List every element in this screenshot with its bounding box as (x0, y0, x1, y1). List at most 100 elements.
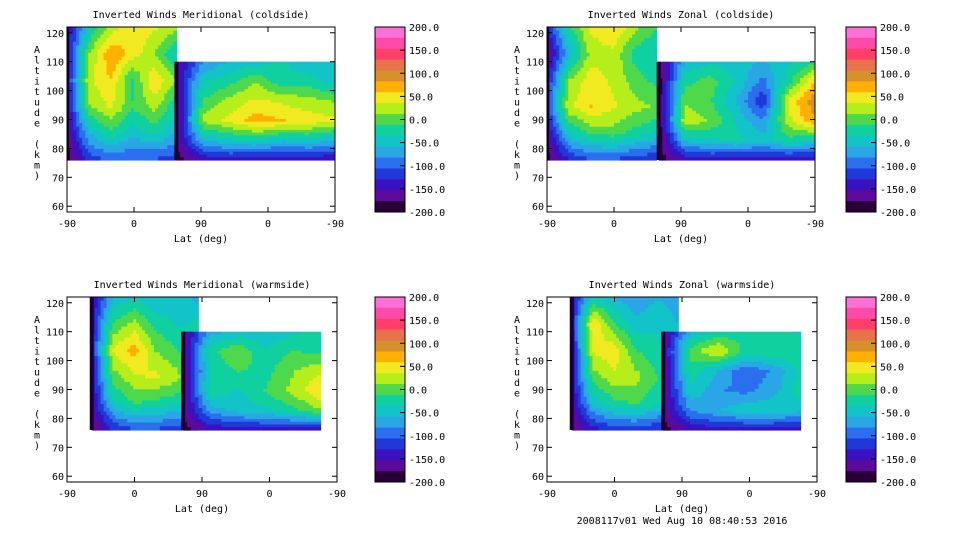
colorbar-swatch (846, 460, 876, 472)
colorbar-swatch (375, 92, 405, 104)
plot-title: Inverted Winds Zonal (coldside) (588, 10, 775, 21)
colorbar-swatch (375, 449, 405, 461)
colorbar-swatch (846, 27, 876, 39)
contour-edge (661, 331, 666, 430)
colorbar-label: -50.0 (409, 409, 439, 420)
colorbar-swatch (846, 318, 876, 331)
y-tick-label: 80 (532, 144, 544, 155)
x-tick-label: 0 (611, 219, 617, 230)
y-tick-label: 60 (532, 202, 544, 213)
colorbar: 200.0 150.0 100.0 50.0 0.0 -50.0 -100.0 -150.0 -… (845, 293, 916, 489)
y-tick-label: 110 (526, 328, 544, 339)
colorbar-swatch (846, 201, 876, 213)
colorbar-swatch (846, 70, 876, 82)
colorbar-label: 150.0 (880, 316, 910, 327)
x-tick-label: -90 (538, 219, 556, 230)
colorbar-label: 150.0 (880, 46, 910, 57)
colorbar-swatch (375, 81, 405, 93)
colorbar-swatch (375, 318, 405, 331)
x-tick-label: 90 (676, 489, 688, 500)
colorbar-swatch (846, 340, 876, 352)
colorbar-swatch (846, 114, 876, 126)
contour-region (661, 331, 802, 431)
panel-2: Inverted Winds Zonal (coldside) -90 0 90 0 -9… (514, 10, 916, 245)
colorbar-label: 0.0 (880, 116, 898, 127)
x-axis-label: Lat (deg) (655, 504, 709, 515)
plot-title: Inverted Winds Zonal (warmside) (589, 280, 776, 291)
y-tick-label: 100 (46, 357, 64, 368)
contour-edge (174, 61, 179, 160)
colorbar-swatch (846, 416, 876, 429)
x-tick-label: -90 (326, 219, 344, 230)
colorbar-label: -100.0 (409, 162, 445, 173)
colorbar-swatch (846, 168, 876, 180)
y-tick-label: 70 (52, 173, 64, 184)
colorbar-label: 100.0 (409, 339, 439, 350)
contour-region (547, 27, 658, 161)
colorbar-label: -150.0 (880, 185, 916, 196)
y-tick-label: 100 (526, 357, 544, 368)
colorbar-swatch (375, 460, 405, 472)
colorbar-label: -150.0 (409, 455, 445, 466)
colorbar-label: 100.0 (880, 69, 910, 80)
colorbar-swatch (375, 416, 405, 429)
x-tick-label: 0 (266, 489, 272, 500)
colorbar-swatch (375, 179, 405, 191)
x-tick-label: 0 (746, 489, 752, 500)
colorbar-swatch (846, 297, 876, 309)
x-axis-label: Lat (deg) (654, 234, 708, 245)
x-axis-label: Lat (deg) (175, 504, 229, 515)
colorbar-swatch (375, 362, 405, 374)
contour-region (67, 27, 178, 161)
contour-region (569, 297, 679, 431)
colorbar-swatch (375, 103, 405, 115)
y-tick-label: 120 (526, 299, 544, 310)
y-tick-label: 70 (52, 443, 64, 454)
colorbar-swatch (375, 190, 405, 202)
colorbar-swatch (846, 48, 876, 61)
y-tick-label: 90 (52, 386, 64, 397)
colorbar-swatch (846, 59, 876, 72)
y-tick-label: 70 (532, 443, 544, 454)
colorbar-swatch (375, 329, 405, 342)
colorbar-swatch (375, 27, 405, 39)
y-tick-label: 80 (532, 414, 544, 425)
colorbar-swatch (846, 427, 876, 439)
colorbar-swatch (846, 92, 876, 104)
y-tick-label: 80 (52, 144, 64, 155)
colorbar-label: 100.0 (409, 69, 439, 80)
colorbar-swatch (375, 427, 405, 439)
x-tick-label: 0 (265, 219, 271, 230)
colorbar-swatch (375, 405, 405, 418)
contour-edge (67, 27, 69, 160)
colorbar-swatch (375, 307, 405, 320)
y-tick-label: 120 (46, 29, 64, 40)
y-tick-label: 110 (46, 58, 64, 69)
colorbar-swatch (846, 37, 876, 50)
plot-title: Inverted Winds Meridional (coldside) (93, 10, 310, 21)
colorbar-swatch (846, 384, 876, 396)
colorbar-label: 0.0 (409, 116, 427, 127)
colorbar-swatch (846, 146, 876, 159)
colorbar-swatch (846, 81, 876, 93)
x-tick-label: -90 (806, 219, 824, 230)
colorbar-label: 200.0 (409, 293, 439, 304)
contour-edge (547, 27, 549, 160)
colorbar-label: 100.0 (880, 339, 910, 350)
contour-edge (569, 297, 574, 430)
panel-4: Inverted Winds Zonal (warmside) -90 0 90 0 -9… (514, 280, 916, 515)
x-tick-label: 0 (131, 219, 137, 230)
colorbar-swatch (375, 48, 405, 61)
x-tick-label: 0 (745, 219, 751, 230)
colorbar-label: -200.0 (409, 478, 445, 489)
colorbar-label: 50.0 (880, 362, 904, 373)
x-tick-label: 0 (131, 489, 137, 500)
colorbar-swatch (846, 394, 876, 407)
colorbar-swatch (846, 329, 876, 342)
x-tick-label: 0 (611, 489, 617, 500)
colorbar-label: 150.0 (409, 46, 439, 57)
